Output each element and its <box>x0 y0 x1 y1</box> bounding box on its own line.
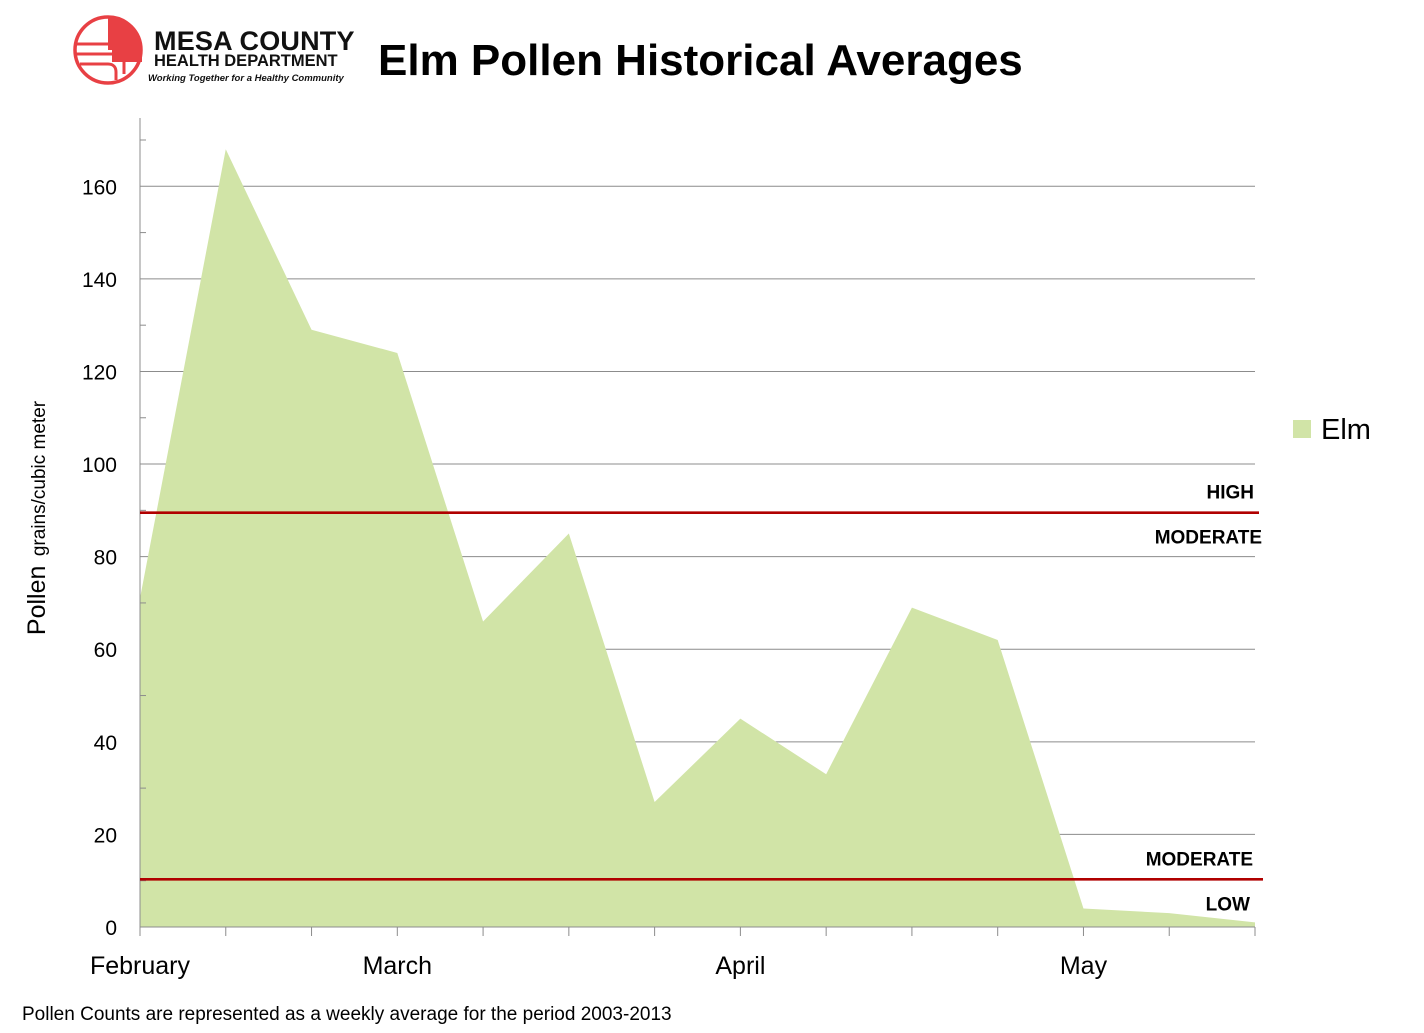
area-series-elm <box>140 149 1255 928</box>
y-axis-label-unit: grains/cubic meter <box>29 400 50 556</box>
y-tick-label-120: 120 <box>82 361 117 384</box>
axes <box>139 118 1256 936</box>
logo-org-department: HEALTH DEPARTMENT <box>154 52 338 70</box>
x-tick-label-april: April <box>715 952 765 980</box>
legend: Elm <box>1293 414 1371 446</box>
x-tick-label-march: March <box>363 952 432 980</box>
y-axis-label-main: Pollen <box>23 566 51 636</box>
y-axis-label: Pollen grains/cubic meter <box>23 400 51 635</box>
logo-tagline: Working Together for a Healthy Community <box>148 73 344 84</box>
x-tick-label-february: February <box>90 952 191 980</box>
threshold-label-above-0: HIGH <box>1207 483 1255 504</box>
y-tick-label-100: 100 <box>82 454 117 477</box>
pollen-area-chart: 0 20 40 60 80 100 120 140 160 February March April M… <box>23 118 1371 980</box>
y-tick-label-140: 140 <box>82 269 117 292</box>
y-tick-label-60: 60 <box>94 639 117 662</box>
y-tick-label-0: 0 <box>105 917 117 940</box>
x-tick-label-may: May <box>1060 952 1108 980</box>
threshold-label-below-1: LOW <box>1206 894 1250 915</box>
y-tick-label-40: 40 <box>94 732 117 755</box>
y-tick-label-80: 80 <box>94 547 117 570</box>
mesa-county-logo: MESA COUNTY HEALTH DEPARTMENT Working To… <box>70 14 360 90</box>
chart-title: Elm Pollen Historical Averages <box>378 36 1023 85</box>
footnote: Pollen Counts are represented as a weekl… <box>22 1004 672 1025</box>
tick-labels: 0 20 40 60 80 100 120 140 160 February March April M… <box>82 176 1108 980</box>
threshold-lines: HIGH MODERATE MODERATE LOW <box>140 483 1263 915</box>
area-series-layer <box>139 149 1256 928</box>
threshold-label-above-1: MODERATE <box>1146 849 1253 870</box>
threshold-label-below-0: MODERATE <box>1155 528 1262 549</box>
health-department-emblem-icon <box>73 15 143 85</box>
y-tick-label-20: 20 <box>94 824 117 847</box>
y-tick-label-160: 160 <box>82 176 117 199</box>
logo-org-name: MESA COUNTY <box>154 26 355 56</box>
legend-swatch-elm <box>1293 420 1311 438</box>
legend-label-elm: Elm <box>1321 414 1371 446</box>
